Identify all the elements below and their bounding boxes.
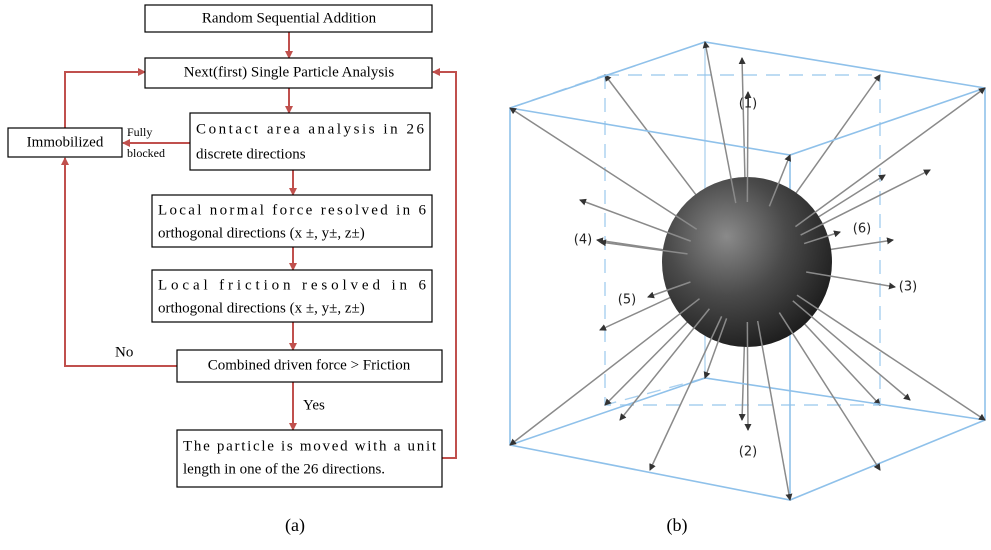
node-text: Local normal force resolved in 6 [158,202,427,218]
spoke [797,295,985,420]
edge-label: blocked [127,146,165,160]
spoke [510,108,697,229]
caption: (b) [667,515,688,536]
cube-edge [605,378,705,405]
node-text: discrete directions [196,146,306,162]
edge-label: No [115,344,133,360]
direction-label: (2) [739,445,757,460]
arrow [433,72,456,458]
spoke [747,322,748,430]
node-text: orthogonal directions (x ±, y±, z±) [158,300,365,316]
node-text: length in one of the 26 directions. [183,461,385,477]
edge-label: Yes [303,397,325,413]
caption: (a) [285,515,305,536]
figure: Random Sequential Addition Next(first) S… [0,0,991,550]
direction-label: (1) [739,97,757,112]
spoke [795,88,985,227]
node-text: orthogonal directions (x ±, y±, z±) [158,225,365,241]
node-text: Combined driven force > Friction [208,357,411,373]
node-text: Immobilized [27,134,104,150]
sphere [662,177,832,347]
direction-label: (6) [853,222,871,237]
direction-label: (5) [618,293,636,308]
arrow [65,158,177,366]
node-text: Contact area analysis in 26 [196,121,425,137]
direction-label: (4) [574,233,592,248]
edge-label: Fully [127,125,152,139]
node-text: The particle is moved with a unit [183,438,437,454]
direction-label: (3) [899,280,917,295]
spoke [793,301,910,400]
particle-diagram: (1) (2) (3) (4) (5) (6) [510,42,985,500]
arrow [65,72,145,128]
spoke [758,321,790,500]
cube-edge [510,420,985,500]
node-text: Next(first) Single Particle Analysis [184,64,395,80]
node-text: Random Sequential Addition [202,10,377,26]
flowchart: Random Sequential Addition Next(first) S… [8,5,456,487]
spoke [705,42,736,203]
